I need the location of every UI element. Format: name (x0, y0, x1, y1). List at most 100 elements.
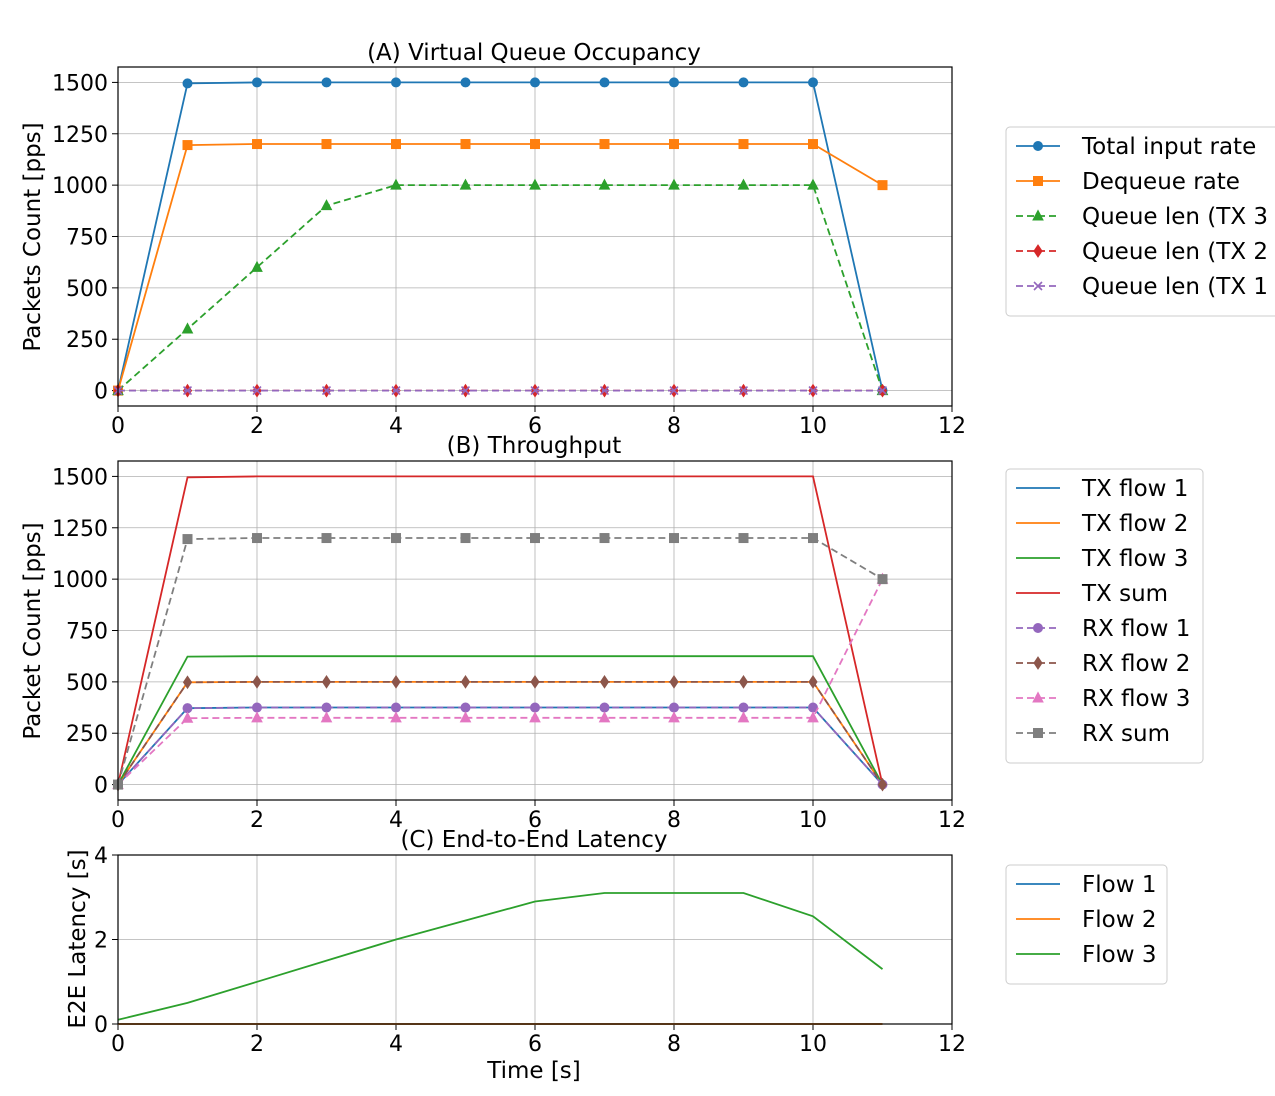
series-group (112, 77, 889, 398)
data-point-queue-len-tx-3 (181, 322, 194, 334)
legend-item: Dequeue rate (1016, 169, 1240, 195)
data-point-queue-len-tx-3 (737, 178, 750, 190)
data-point-dequeue-rate (877, 180, 888, 191)
data-point-total-input-rate (321, 77, 332, 88)
legend: Flow 1 Flow 2 Flow 3 (1005, 864, 1168, 985)
tick-labels: 0 2 4 6 8 10 12 0 250 500 750 1000 1250 1500 (52, 71, 966, 439)
series-line-rx-flow-1 (117, 706, 884, 786)
data-point-rx-flow-3 (181, 711, 194, 723)
data-point-total-input-rate (669, 77, 679, 88)
data-point-rx-sum (252, 533, 262, 544)
x-tick-label: 2 (250, 1032, 264, 1057)
data-point-rx-flow-1 (669, 702, 679, 713)
data-point-rx-flow-2 (738, 674, 749, 689)
series-line-queue-len-tx-3 (117, 184, 884, 392)
data-point-rx-flow-2 (669, 674, 679, 689)
data-point-total-input-rate (252, 77, 262, 88)
legend-marker (1033, 728, 1043, 738)
data-point-rx-sum (530, 533, 540, 544)
x-tick-label: 6 (528, 808, 542, 833)
data-point-queue-len-tx-1 (877, 386, 888, 396)
legend-marker (1033, 281, 1043, 291)
y-tick-label: 750 (66, 620, 108, 645)
x-tick-label: 0 (111, 808, 125, 833)
legend-marker (1033, 176, 1043, 186)
chart-throughput: (B) Throughput Packet Count [pps] 0 2 4 6 8 1… (20, 433, 1204, 833)
plot-frame (117, 854, 953, 1025)
series-group (112, 475, 889, 792)
y-tick-label: 1250 (52, 517, 108, 542)
x-tick-label: 8 (667, 414, 681, 439)
data-point-queue-len-tx-3 (320, 199, 333, 211)
legend-item: TX flow 1 (1016, 476, 1188, 502)
legend-item: Flow 1 (1016, 872, 1156, 898)
legend-item: RX flow 3 (1016, 686, 1190, 712)
legend-label: Dequeue rate (1082, 169, 1240, 195)
series-group (117, 892, 884, 1025)
data-point-rx-sum (738, 533, 749, 544)
chart-title: (C) End-to-End Latency (400, 827, 667, 853)
data-point-total-input-rate (808, 77, 818, 88)
series-line-rx-flow-3 (117, 578, 884, 786)
data-point-rx-flow-1 (321, 702, 332, 713)
data-point-rx-flow-1 (599, 702, 610, 713)
data-point-rx-flow-2 (460, 674, 471, 689)
data-point-rx-flow-2 (252, 674, 262, 689)
data-point-queue-len-tx-1 (738, 386, 749, 396)
y-tick-label: 250 (66, 328, 108, 353)
data-point-queue-len-tx-3 (390, 178, 402, 190)
legend-box (1005, 126, 1275, 317)
data-point-rx-sum (460, 533, 471, 544)
x-tick-label: 0 (111, 1032, 125, 1057)
data-point-dequeue-rate (808, 139, 818, 150)
data-point-rx-sum (669, 533, 679, 544)
y-tick-label: 0 (94, 380, 108, 405)
data-point-dequeue-rate (182, 140, 193, 151)
x-tick-label: 10 (799, 1032, 827, 1057)
series-line-rx-sum (117, 537, 883, 785)
x-tick-label: 4 (389, 414, 403, 439)
legend-item: Queue len (TX 2 (1016, 239, 1268, 265)
y-tick-label: 0 (94, 1013, 108, 1038)
y-tick-label: 4 (94, 844, 108, 869)
x-tick-label: 8 (667, 1032, 681, 1057)
legend-marker (1032, 209, 1044, 221)
data-point-dequeue-rate (252, 139, 262, 150)
tick-labels: 0 2 4 6 8 10 12 0 2 4 (94, 844, 966, 1057)
data-point-rx-flow-1 (182, 703, 193, 714)
data-point-rx-flow-2 (877, 777, 888, 792)
y-tick-label: 1250 (52, 123, 108, 148)
data-point-queue-len-tx-3 (807, 178, 819, 190)
data-point-total-input-rate (391, 77, 401, 88)
data-point-rx-sum (321, 533, 332, 544)
legend-label: Total input rate (1081, 134, 1256, 160)
data-point-rx-flow-3 (807, 711, 819, 723)
data-point-queue-len-tx-1 (669, 386, 679, 396)
legend-item: TX flow 3 (1016, 546, 1188, 572)
data-point-rx-flow-3 (459, 711, 472, 723)
chart-end-to-end-latency: (C) End-to-End Latency E2E Latency [s] T… (65, 827, 1168, 1084)
legend: Total input rate Dequeue rate Queue len (T… (1005, 126, 1275, 317)
data-point-rx-flow-2 (599, 674, 610, 689)
data-point-queue-len-tx-1 (321, 386, 332, 396)
legend-label: Flow 3 (1082, 942, 1156, 968)
data-point-queue-len-tx-3 (251, 260, 263, 272)
data-point-rx-flow-2 (530, 674, 540, 689)
chart-title: (B) Throughput (447, 433, 622, 459)
data-point-dequeue-rate (669, 139, 679, 150)
legend-marker (1033, 656, 1043, 670)
data-point-total-input-rate (599, 77, 610, 88)
legend: TX flow 1 TX flow 2 TX flow 3 TX sum RX flow… (1005, 468, 1204, 764)
x-tick-label: 0 (111, 414, 125, 439)
data-point-rx-flow-1 (252, 702, 262, 713)
data-point-dequeue-rate (599, 139, 610, 150)
data-point-rx-flow-3 (737, 711, 750, 723)
data-point-queue-len-tx-3 (459, 178, 472, 190)
data-point-rx-sum (182, 534, 193, 545)
series-line-tx-flow-1 (117, 706, 884, 786)
data-point-queue-len-tx-3 (668, 178, 680, 190)
legend-label: RX flow 1 (1082, 616, 1190, 642)
data-point-total-input-rate (738, 77, 749, 88)
y-tick-label: 750 (66, 226, 108, 251)
